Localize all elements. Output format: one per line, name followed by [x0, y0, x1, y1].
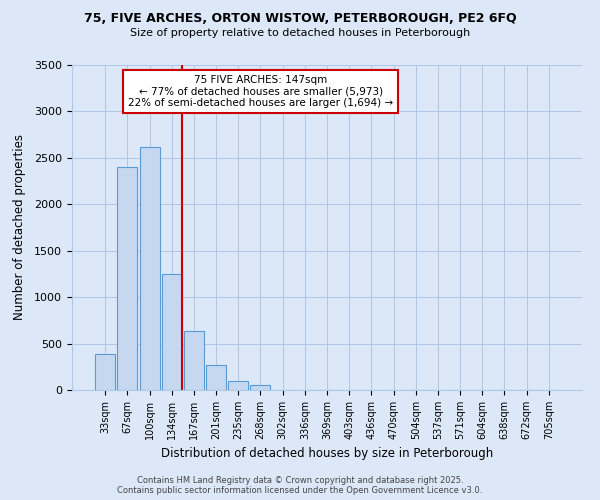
Bar [118, 167, 137, 390]
Bar [95, 354, 115, 390]
Bar [228, 380, 248, 390]
Text: Contains HM Land Registry data © Crown copyright and database right 2025.
Contai: Contains HM Land Registry data © Crown c… [118, 476, 482, 495]
Bar [206, 365, 226, 390]
Bar [184, 330, 204, 390]
Text: 75 FIVE ARCHES: 147sqm
← 77% of detached houses are smaller (5,973)
22% of semi-: 75 FIVE ARCHES: 147sqm ← 77% of detached… [128, 74, 393, 108]
Text: 75, FIVE ARCHES, ORTON WISTOW, PETERBOROUGH, PE2 6FQ: 75, FIVE ARCHES, ORTON WISTOW, PETERBORO… [83, 12, 517, 26]
X-axis label: Distribution of detached houses by size in Peterborough: Distribution of detached houses by size … [161, 448, 493, 460]
Y-axis label: Number of detached properties: Number of detached properties [13, 134, 26, 320]
Bar [250, 386, 271, 390]
Text: Size of property relative to detached houses in Peterborough: Size of property relative to detached ho… [130, 28, 470, 38]
Bar [140, 146, 160, 390]
Bar [162, 274, 182, 390]
